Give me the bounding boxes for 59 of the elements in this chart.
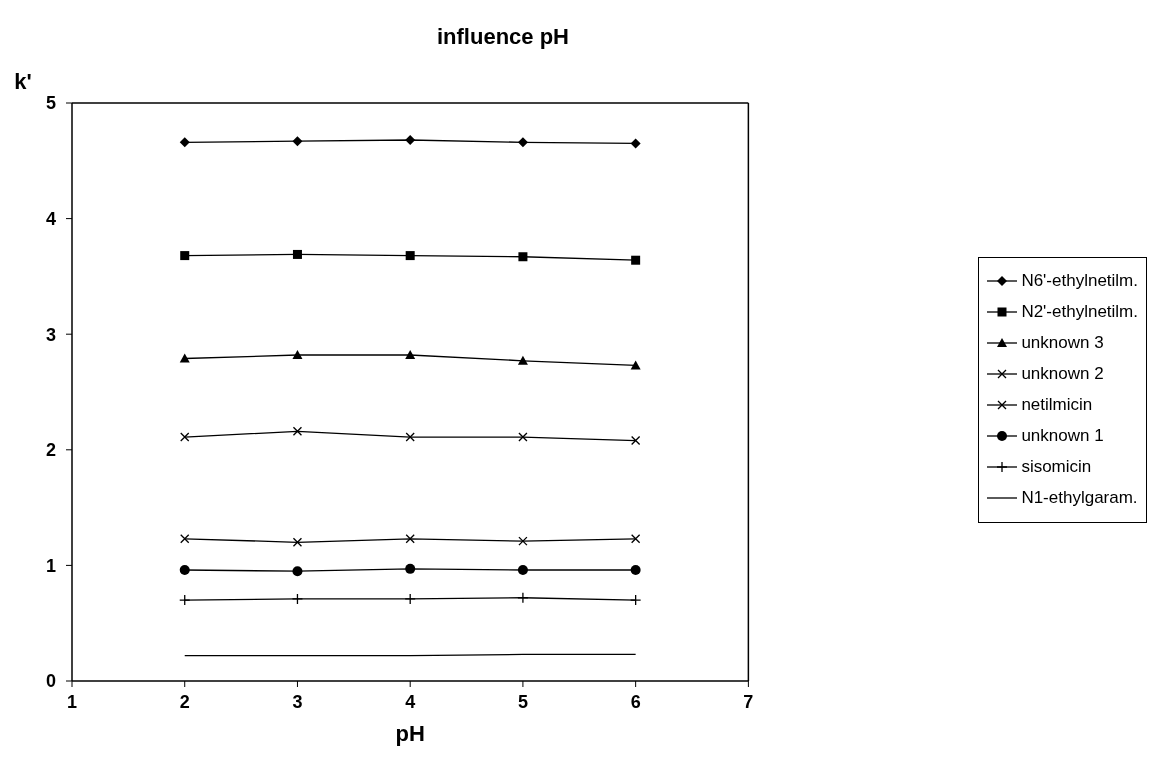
point xyxy=(292,426,303,436)
point xyxy=(631,255,641,265)
point xyxy=(517,565,528,576)
x-axis-title: pH xyxy=(395,721,425,746)
legend-label: N2'-ethylnetilm. xyxy=(1021,302,1138,322)
y-tick-label: 3 xyxy=(45,324,56,345)
point xyxy=(179,353,190,363)
x-tick-label: 6 xyxy=(630,691,641,712)
point xyxy=(405,563,416,574)
x-tick-label: 2 xyxy=(179,691,190,712)
point xyxy=(179,137,190,148)
point xyxy=(179,594,191,606)
x-tick-label: 3 xyxy=(292,691,303,712)
point xyxy=(292,566,303,577)
point xyxy=(518,432,528,442)
point xyxy=(405,432,415,442)
point xyxy=(291,593,304,605)
point xyxy=(405,251,415,261)
point xyxy=(180,251,190,261)
point xyxy=(630,138,641,149)
point xyxy=(630,594,642,606)
x-tick-label: 1 xyxy=(66,691,78,712)
point xyxy=(517,592,529,604)
legend-label: unknown 1 xyxy=(1021,426,1104,446)
legend-label: unknown 3 xyxy=(1021,333,1104,353)
point xyxy=(631,435,641,446)
y-tick-label: 4 xyxy=(45,208,56,229)
point xyxy=(292,249,302,259)
point xyxy=(518,536,528,546)
point xyxy=(405,134,416,145)
point xyxy=(405,534,415,544)
point xyxy=(405,350,416,360)
point xyxy=(630,360,641,370)
y-tick-label: 1 xyxy=(45,555,56,576)
point xyxy=(180,534,190,544)
y-tick-label: 5 xyxy=(45,93,56,114)
point xyxy=(404,593,416,605)
legend-label: sisomicin xyxy=(1021,457,1092,477)
x-tick-label: 4 xyxy=(405,691,416,712)
x-tick-label: 5 xyxy=(517,691,528,712)
legend-label: N1-ethylgaram. xyxy=(1021,488,1138,508)
legend-label: unknown 2 xyxy=(1021,364,1104,384)
point xyxy=(292,537,303,547)
x-tick-label: 7 xyxy=(743,691,754,712)
point xyxy=(180,432,190,442)
point xyxy=(517,355,528,365)
y-tick-label: 0 xyxy=(45,671,56,692)
legend-label: N6'-ethylnetilm. xyxy=(1021,271,1138,291)
y-tick-label: 2 xyxy=(45,440,56,461)
point xyxy=(292,136,303,147)
point xyxy=(631,534,641,544)
y-axis-title: k' xyxy=(14,69,32,94)
chart-title: influence pH xyxy=(436,24,570,50)
legend-label: netilmicin xyxy=(1021,395,1093,415)
point xyxy=(179,565,190,576)
point xyxy=(292,350,303,360)
point xyxy=(630,565,641,576)
point xyxy=(518,252,528,262)
point xyxy=(517,137,528,148)
